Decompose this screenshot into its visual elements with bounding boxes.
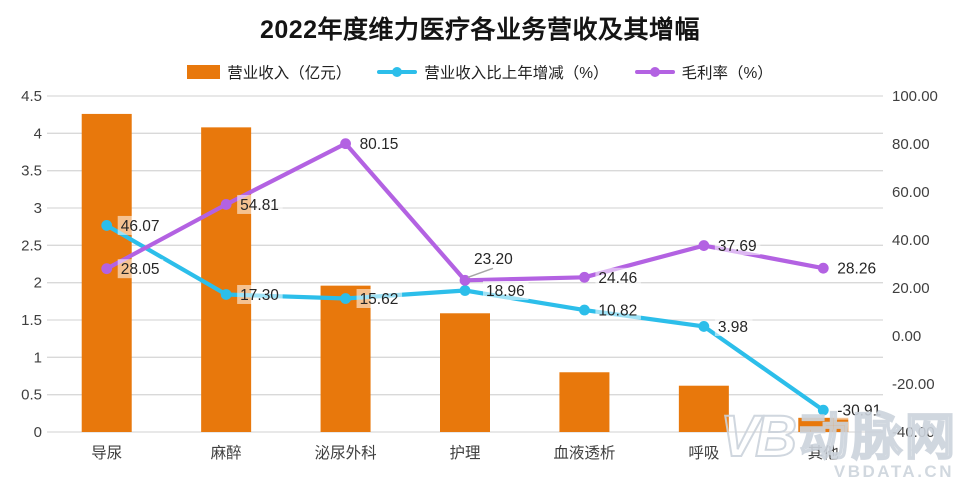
right-axis-tick: 0.00 [892,328,921,345]
right-axis-tick: 100.00 [892,88,938,105]
line-point [101,220,113,231]
margin-line-swatch-icon [634,66,675,78]
data-label-backdrop [237,284,283,304]
right-axis-tick: -20.00 [892,376,935,393]
left-axis-tick: 1 [34,349,42,366]
data-label: 28.26 [837,261,876,278]
legend: 营业收入（亿元） 营业收入比上年增减（%） 毛利率（%） [0,61,960,83]
data-label-backdrop [483,280,529,300]
data-label: 28.05 [121,261,160,278]
data-label: 15.62 [360,291,399,308]
left-axis-tick: 1.5 [21,312,42,329]
data-label-backdrop [714,236,761,256]
bar [201,127,252,433]
left-axis-tick: 3.5 [21,163,42,180]
line-point [579,304,590,316]
leader-line [467,267,494,279]
data-label: 24.46 [598,270,637,287]
category-label: 血液透析 [553,444,615,462]
data-label: 54.81 [240,197,279,214]
data-label-backdrop [834,258,880,278]
data-label-backdrop [595,300,641,320]
left-axis-tick: 0 [34,424,42,441]
data-label: 80.15 [360,136,399,153]
data-label-backdrop [356,289,403,309]
data-label: 23.20 [474,251,513,268]
data-label: 17.30 [240,287,279,304]
data-label-backdrop [714,316,753,336]
legend-label-margin: 毛利率（%） [681,65,773,82]
category-label: 其他 [808,444,839,462]
data-label-backdrop [237,194,283,214]
bar [798,417,849,432]
line-point [817,404,829,416]
line-point [459,274,471,286]
bar [440,313,490,432]
bar [678,385,729,432]
data-label: 37.69 [718,238,757,255]
data-label: -30.91 [837,403,881,420]
data-label-backdrop [117,259,164,279]
left-axis-tick: 4 [34,125,42,142]
right-axis-tick: -40.00 [892,424,935,441]
left-axis-tick: 2.5 [21,237,42,254]
right-axis-tick: 80.00 [892,136,930,153]
category-label: 呼吸 [688,444,719,462]
line-point [220,199,232,210]
data-label-backdrop [595,267,641,287]
left-axis-tick: 0.5 [21,387,42,404]
category-label: 麻醉 [211,444,242,462]
category-label: 导尿 [91,444,122,462]
right-axis-tick: 40.00 [892,232,930,249]
data-label: 18.96 [486,283,525,300]
line-point [459,285,471,296]
line-point [220,289,232,300]
bar [559,372,610,432]
line-point [340,138,351,150]
data-label-backdrop [834,400,888,420]
category-label: 护理 [449,444,480,462]
revenue-bar-swatch-icon [187,65,221,79]
line-point [817,262,829,274]
left-axis-tick: 3 [34,200,42,217]
legend-item-yoy: 营业收入比上年增减（%） [377,61,609,83]
line-point [698,240,710,251]
legend-item-revenue: 营业收入（亿元） [187,61,351,83]
legend-item-margin: 毛利率（%） [634,61,773,83]
data-label: 3.98 [718,319,748,336]
line-point [101,263,113,275]
data-label-backdrop [471,248,517,268]
data-label: 46.07 [121,218,160,235]
yoy-line-swatch-icon [377,66,418,78]
line-point [698,321,710,332]
category-label: 泌尿外科 [315,444,377,462]
right-axis-tick: 60.00 [892,184,930,201]
data-label-backdrop [356,134,403,154]
data-label-backdrop [117,215,164,235]
bar [320,285,371,432]
chart-title: 2022年度维力医疗各业务营收及其增幅 [259,16,701,44]
data-label: 10.82 [598,303,637,320]
left-axis-tick: 4.5 [21,88,42,105]
legend-label-revenue: 营业收入（亿元） [227,65,352,82]
line-point [579,271,590,283]
right-axis-tick: 20.00 [892,280,930,297]
left-axis-tick: 2 [34,275,42,292]
legend-label-yoy: 营业收入比上年增减（%） [424,65,609,82]
line-point [340,293,351,304]
